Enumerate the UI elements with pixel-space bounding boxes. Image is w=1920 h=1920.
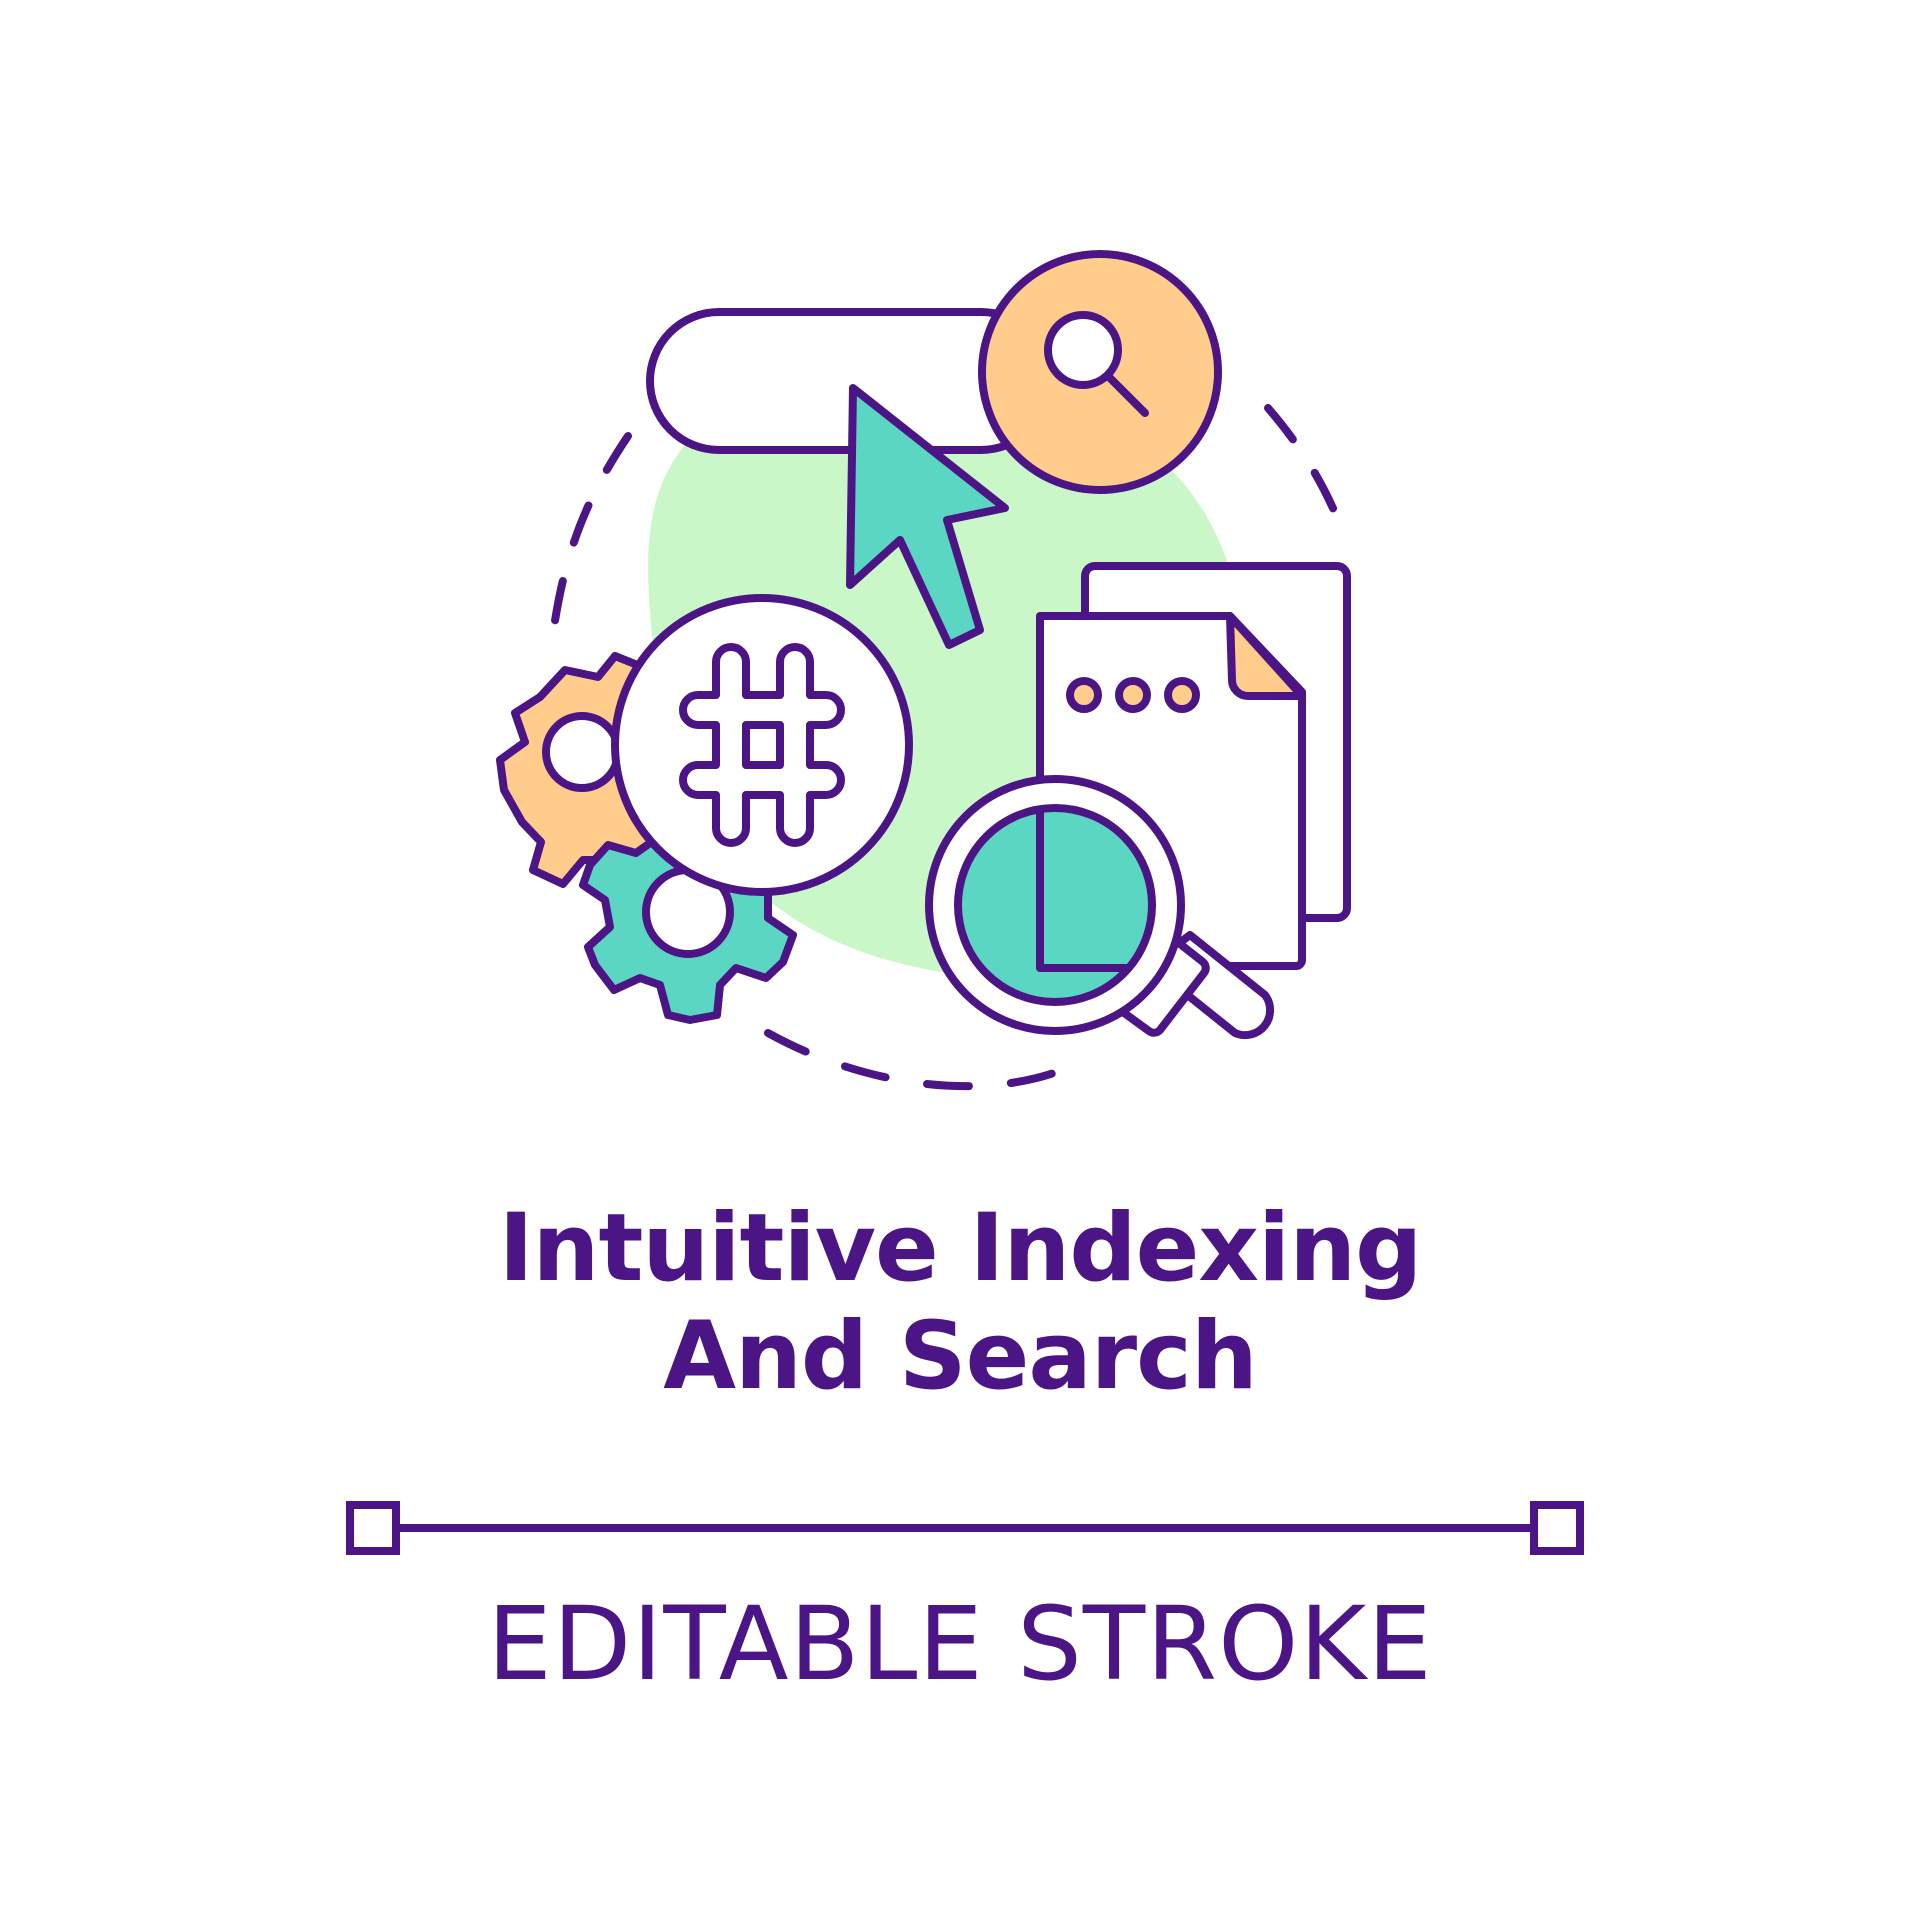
title-line-2: And Search	[663, 1302, 1258, 1411]
divider-handle-right	[1530, 1501, 1584, 1555]
title-line-1: Intuitive Indexing	[498, 1194, 1423, 1303]
dashed-orbit-bottom	[764, 1029, 1092, 1091]
page-title: Intuitive Indexing And Search	[0, 1195, 1920, 1411]
stroke-divider	[346, 1501, 1584, 1555]
search-magnifier-small-icon	[1044, 311, 1149, 417]
pie-chart-icon	[954, 804, 1156, 1006]
indexing-search-illustration	[496, 250, 1351, 1091]
magnifying-glass-collar	[1116, 936, 1210, 1037]
dashed-orbit-left	[546, 432, 632, 664]
divider-handle-left	[346, 1501, 400, 1555]
document-dots-icon	[1066, 677, 1200, 713]
cursor-arrow-icon	[846, 384, 1009, 649]
pie-chart-divider	[1036, 806, 1132, 972]
editable-stroke-caption: EDITABLE STROKE	[487, 1585, 1433, 1704]
document-corner-fold	[1226, 612, 1306, 700]
dashed-orbit-right	[1264, 404, 1346, 534]
